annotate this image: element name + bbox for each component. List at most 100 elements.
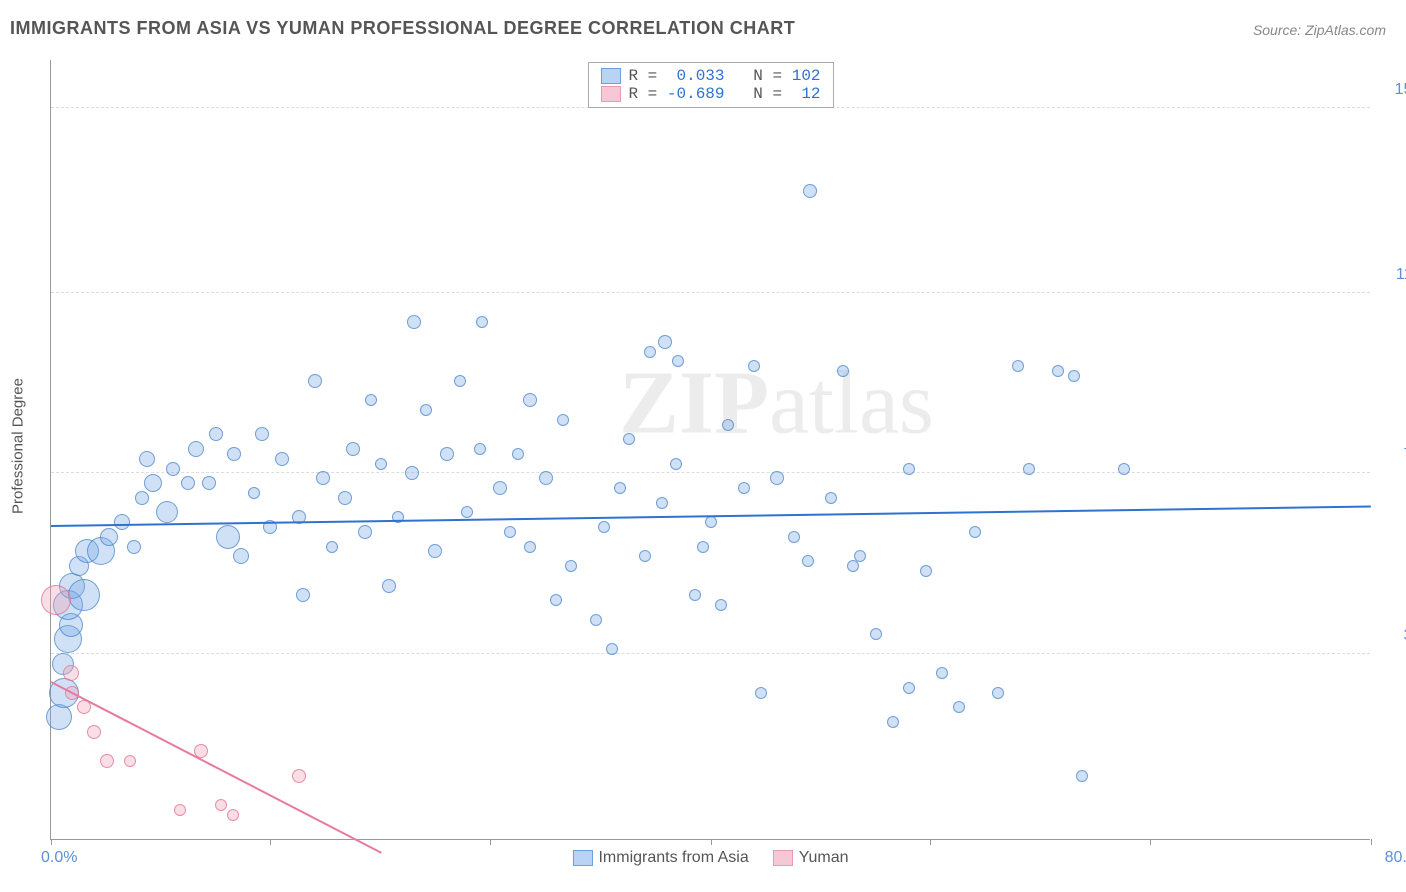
asia-point: [504, 526, 516, 538]
asia-point: [156, 501, 178, 523]
asia-point: [296, 588, 310, 602]
asia-point: [474, 443, 486, 455]
asia-point: [598, 521, 610, 533]
asia-point: [722, 419, 734, 431]
yuman-point: [292, 769, 306, 783]
asia-point: [1052, 365, 1064, 377]
asia-point: [802, 555, 814, 567]
source-label: Source: ZipAtlas.com: [1253, 22, 1386, 38]
asia-point: [135, 491, 149, 505]
asia-point: [428, 544, 442, 558]
stats-row: R = 0.033 N = 102: [600, 67, 820, 85]
asia-point: [358, 525, 372, 539]
asia-point: [114, 514, 130, 530]
asia-point: [68, 579, 100, 611]
asia-point: [326, 541, 338, 553]
yuman-trend-line: [51, 681, 382, 853]
legend-item: Immigrants from Asia: [572, 849, 748, 867]
x-tick: [51, 839, 52, 845]
asia-point: [139, 451, 155, 467]
watermark-bold: ZIP: [619, 353, 769, 452]
asia-point: [216, 525, 240, 549]
asia-point: [672, 355, 684, 367]
asia-point: [837, 365, 849, 377]
asia-point: [689, 589, 701, 601]
watermark: ZIPatlas: [619, 351, 934, 454]
bottom-legend: Immigrants from Asia Yuman: [572, 849, 848, 867]
asia-point: [461, 506, 473, 518]
gridline: [51, 653, 1370, 654]
asia-swatch-icon: [572, 850, 592, 866]
asia-point: [539, 471, 553, 485]
legend-label: Yuman: [799, 849, 849, 866]
asia-point: [550, 594, 562, 606]
asia-point: [953, 701, 965, 713]
asia-point: [407, 315, 421, 329]
yuman-swatch-icon: [600, 86, 620, 102]
asia-point: [275, 452, 289, 466]
asia-point: [255, 427, 269, 441]
asia-point: [644, 346, 656, 358]
yuman-point: [124, 755, 136, 767]
asia-point: [420, 404, 432, 416]
asia-point: [887, 716, 899, 728]
yuman-point: [227, 809, 239, 821]
stats-text: R = -0.689 N = 12: [628, 85, 820, 103]
asia-point: [715, 599, 727, 611]
y-tick-label: 11.2%: [1380, 266, 1406, 284]
asia-point: [870, 628, 882, 640]
yuman-point: [87, 725, 101, 739]
asia-point: [308, 374, 322, 388]
asia-point: [697, 541, 709, 553]
asia-point: [144, 474, 162, 492]
yuman-point: [174, 804, 186, 816]
yuman-swatch-icon: [773, 850, 793, 866]
asia-point: [803, 184, 817, 198]
asia-point: [1118, 463, 1130, 475]
asia-point: [565, 560, 577, 572]
asia-point: [440, 447, 454, 461]
legend-label: Immigrants from Asia: [598, 849, 748, 866]
y-tick-label: 7.5%: [1380, 446, 1406, 464]
asia-point: [316, 471, 330, 485]
asia-point: [748, 360, 760, 372]
asia-point: [493, 481, 507, 495]
asia-point: [969, 526, 981, 538]
x-tick: [930, 839, 931, 845]
asia-point: [346, 442, 360, 456]
asia-point: [557, 414, 569, 426]
asia-point: [166, 462, 180, 476]
asia-point: [590, 614, 602, 626]
asia-point: [248, 487, 260, 499]
legend-item: Yuman: [773, 849, 849, 867]
asia-point: [623, 433, 635, 445]
asia-point: [825, 492, 837, 504]
yuman-point: [63, 665, 79, 681]
asia-point: [476, 316, 488, 328]
x-tick: [1150, 839, 1151, 845]
asia-point: [1068, 370, 1080, 382]
asia-point: [788, 531, 800, 543]
asia-point: [1012, 360, 1024, 372]
asia-point: [658, 335, 672, 349]
y-tick-label: 3.8%: [1380, 627, 1406, 645]
asia-point: [656, 497, 668, 509]
asia-swatch-icon: [600, 68, 620, 84]
asia-point: [903, 463, 915, 475]
asia-point: [920, 565, 932, 577]
asia-point: [992, 687, 1004, 699]
asia-point: [227, 447, 241, 461]
y-tick-label: 15.0%: [1380, 81, 1406, 99]
asia-point: [202, 476, 216, 490]
asia-point: [100, 528, 118, 546]
asia-point: [606, 643, 618, 655]
asia-point: [454, 375, 466, 387]
x-min-label: 0.0%: [41, 849, 77, 867]
asia-point: [847, 560, 859, 572]
yuman-point: [100, 754, 114, 768]
stats-row: R = -0.689 N = 12: [600, 85, 820, 103]
asia-point: [338, 491, 352, 505]
watermark-rest: atlas: [769, 353, 934, 452]
asia-point: [1023, 463, 1035, 475]
gridline: [51, 292, 1370, 293]
